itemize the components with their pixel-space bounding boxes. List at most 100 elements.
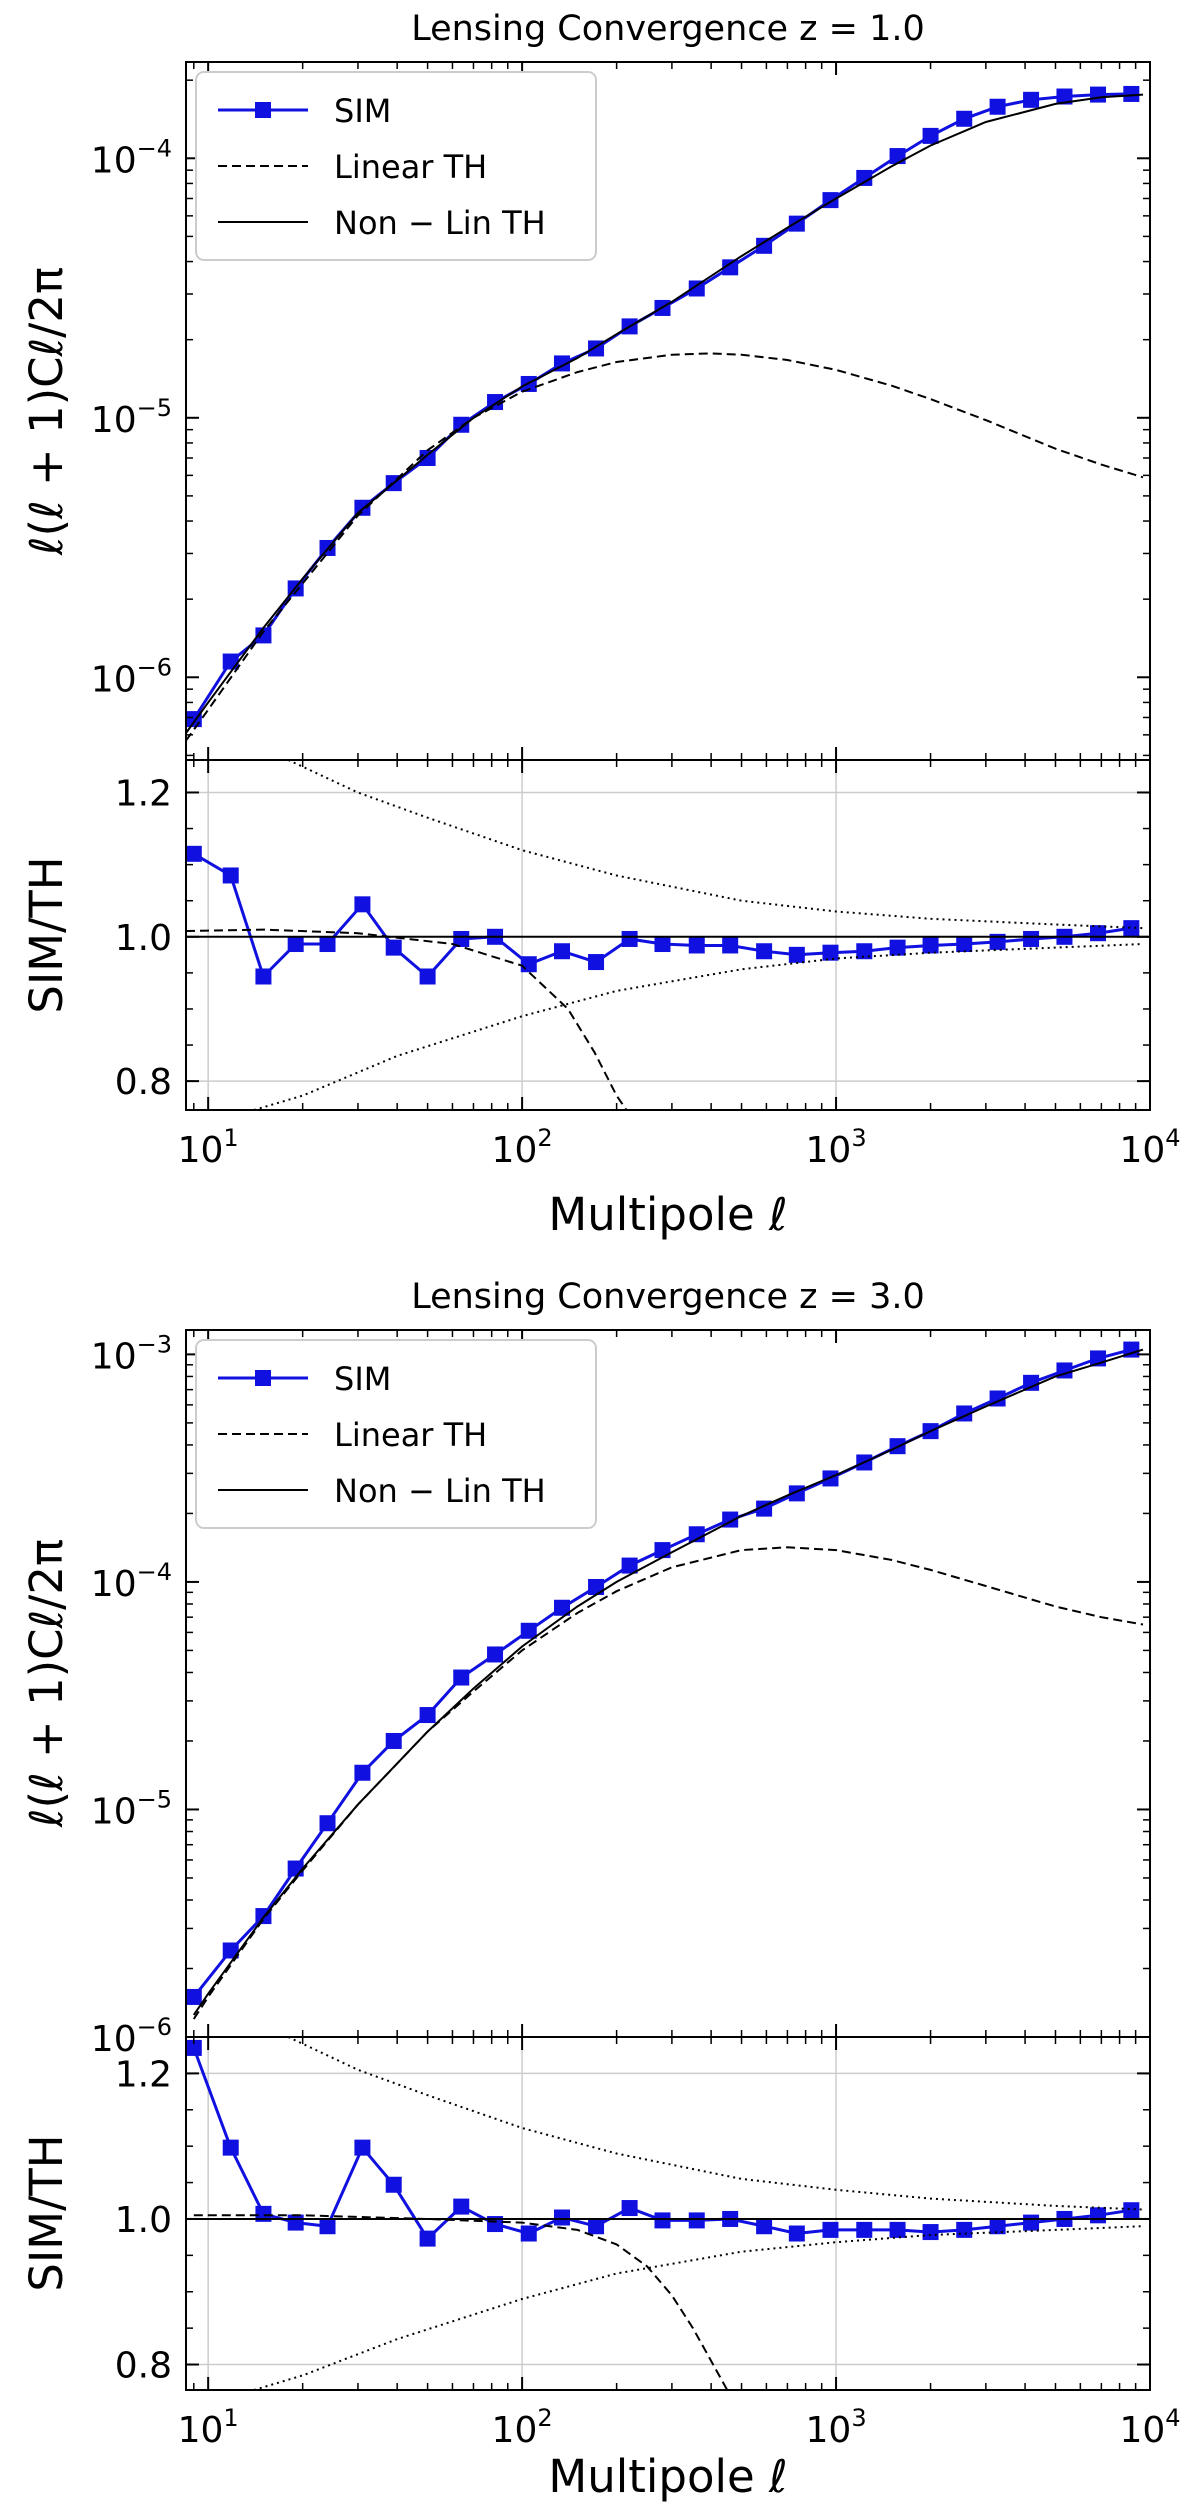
chart2-top-series-0-point-0	[186, 1988, 202, 2005]
chart2-top-series-0-point-12	[588, 1578, 605, 1595]
chart1-top-series-group	[186, 85, 1144, 742]
chart2-top-ytick-label-2: 10−4	[91, 1558, 172, 1605]
chart2-bottom-ytick-label-0: 0.8	[115, 2346, 172, 2387]
chart1-top-series-0-point-1	[222, 653, 239, 670]
chart2-xtick-label-0: 101	[178, 2404, 239, 2451]
chart1-bottom-ytick-label-0: 0.8	[115, 1062, 172, 1103]
chart1-xtick-label-2-base: 10	[806, 1130, 852, 1171]
chart1-top-ytick-label-2-exp: −4	[137, 134, 172, 162]
chart2-bottom-series-0-point-12	[588, 2218, 605, 2235]
chart1-legend: SIM Linear TH Non − Lin TH	[195, 71, 597, 261]
chart1-top-ytick-label-0: 10−6	[91, 653, 172, 700]
chart1-bottom-series-0-point-20	[856, 943, 873, 960]
chart2-bottom-series-0-point-3	[287, 2214, 304, 2231]
chart2-top-series-0-point-7	[419, 1707, 436, 1724]
chart1-xtick-label-0-base: 10	[178, 1130, 224, 1171]
chart2-bottom-series-0-point-22	[922, 2224, 939, 2241]
chart2-top-ytick-label-1: 10−5	[91, 1785, 172, 1832]
chart2-bottom-series-0-point-2	[255, 2205, 272, 2222]
chart1-bottom-series-0-point-14	[654, 936, 671, 953]
chart1-xtick-label-3-exp: 4	[1165, 1124, 1180, 1152]
chart1-top-ytick-label-0-base: 10	[91, 659, 137, 700]
chart1-bottom-series-0-line	[193, 852, 1132, 980]
chart2-bottom-series-0-point-10	[520, 2225, 537, 2242]
chart1-bottom-series-0-point-3	[287, 936, 304, 953]
chart1-top-ytick-label-1-base: 10	[91, 400, 137, 441]
chart1-bottom-series-0-point-23	[956, 936, 973, 953]
chart2-bottom-series-0-point-15	[688, 2212, 705, 2229]
chart1-top-series-0-point-21	[889, 148, 906, 165]
chart2-top-series-group	[186, 1341, 1144, 2020]
chart2-bottom-ylabel: SIM/TH	[20, 2134, 73, 2291]
chart2-xtick-label-1: 102	[492, 2404, 553, 2451]
chart1-xtick-label-1-base: 10	[492, 1130, 538, 1171]
chart1-bottom-series-0-point-1	[222, 867, 239, 884]
chart2-legend-entry-1: Linear TH	[334, 1416, 487, 1454]
chart1-title: Lensing Convergence z = 1.0	[411, 9, 925, 49]
chart2-bottom-series-0-point-24	[989, 2218, 1006, 2235]
chart1-bottom-series-0-point-8	[453, 930, 470, 947]
chart1-bottom-series-0-point-21	[889, 939, 906, 956]
chart1-top-ylabel: ℓ(ℓ + 1)Cℓ/2π	[20, 267, 73, 556]
chart2-xtick-label-0-exp: 1	[223, 2404, 238, 2432]
chart2-legend-entry-0: SIM	[334, 1360, 391, 1398]
chart1-xlabel: Multipole ℓ	[548, 1188, 787, 1241]
chart2-bottom-series-0-point-21	[889, 2221, 906, 2238]
chart2-top-series-0-point-25	[1023, 1374, 1040, 1391]
chart1-top-series-0-point-7	[419, 449, 436, 466]
chart2-top-series-0-point-4	[319, 1815, 336, 1832]
chart2-top-ytick-label-0: 10−6	[91, 2013, 172, 2060]
chart2-top-ytick-label-3: 10−3	[91, 1330, 172, 1377]
chart1-legend-entry-1: Linear TH	[334, 148, 487, 186]
chart2-bottom-series-0-point-18	[788, 2225, 805, 2242]
chart1-bottom-series-0-point-25	[1023, 930, 1040, 947]
chart1-top-series-1-line	[186, 352, 1144, 742]
chart2-top-series-0-point-11	[554, 1599, 571, 1616]
chart1-bottom-frame	[185, 759, 1151, 1111]
chart1-bottom-panel: 0.8 1.0 1.2 SIM/TH	[20, 759, 1151, 1111]
chart2-bottom-ytick-label-2: 1.2	[115, 2054, 172, 2095]
chart1-bottom-series-0-point-10	[520, 956, 537, 973]
chart2-xtick-label-2-exp: 3	[851, 2404, 866, 2432]
chart1-bottom-series-0-point-7	[419, 968, 436, 985]
chart2-top-series-1-line	[192, 1546, 1144, 2020]
chart1-bottom-series-0-point-4	[319, 936, 336, 953]
chart1-bottom-series-0-point-12	[588, 954, 605, 971]
chart1-top-series-0-point-16	[722, 259, 739, 276]
chart2-xtick-label-3-base: 10	[1119, 2410, 1165, 2451]
chart1-xtick-label-3-base: 10	[1119, 1130, 1165, 1171]
chart2-bottom-panel: 0.8 1.0 1.2 SIM/TH	[20, 2036, 1151, 2391]
chart1-bottom-series-4-line	[253, 943, 1144, 1110]
chart2-top-ytick-label-1-base: 10	[91, 1791, 137, 1832]
chart1-top-ytick-label-2-base: 10	[91, 140, 137, 181]
chart1-xtick-label-2-exp: 3	[851, 1124, 866, 1152]
chart1-top-series-0-point-25	[1023, 91, 1040, 108]
chart2-bottom-series-0-point-9	[487, 2216, 504, 2233]
chart2-bottom-series-2-line	[193, 2214, 729, 2390]
chart2-bottom-series-0-line	[192, 2047, 1132, 2241]
chart1-top-series-0-point-20	[856, 169, 873, 186]
chart1-bottom-series-0-point-18	[788, 946, 805, 963]
chart1-top-series-0-point-15	[688, 280, 705, 297]
chart1-xtick-label-1: 102	[492, 1124, 553, 1171]
chart2-bottom-series-0-point-4	[319, 2218, 336, 2235]
chart1-bottom-series-3-line	[287, 760, 1144, 930]
chart1-legend-marker-0	[255, 102, 271, 118]
chart1-xtick-label-0-exp: 1	[223, 1124, 238, 1152]
chart2-bottom-series-0-point-25	[1023, 2214, 1040, 2231]
chart2-top-ytick-label-2-exp: −4	[137, 1558, 172, 1586]
chart1-bottom-series-group	[186, 760, 1150, 1110]
chart2-top-series-0-point-10	[520, 1622, 537, 1639]
chart1-legend-entry-2: Non − Lin TH	[334, 204, 546, 242]
chart2-legend-entry-2: Non − Lin TH	[334, 1472, 546, 1510]
chart2-bottom-series-0-point-6	[385, 2176, 402, 2193]
chart1-legend-entry-0: SIM	[334, 92, 391, 130]
chart1-bottom-ylabel: SIM/TH	[20, 856, 73, 1013]
chart2-bottom-series-0-point-5	[354, 2139, 371, 2156]
chart2-bottom-series-0-point-20	[856, 2221, 873, 2238]
chart2-bottom-series-0-point-13	[621, 2200, 638, 2217]
chart2-bottom-series-0-point-27	[1090, 2207, 1107, 2224]
